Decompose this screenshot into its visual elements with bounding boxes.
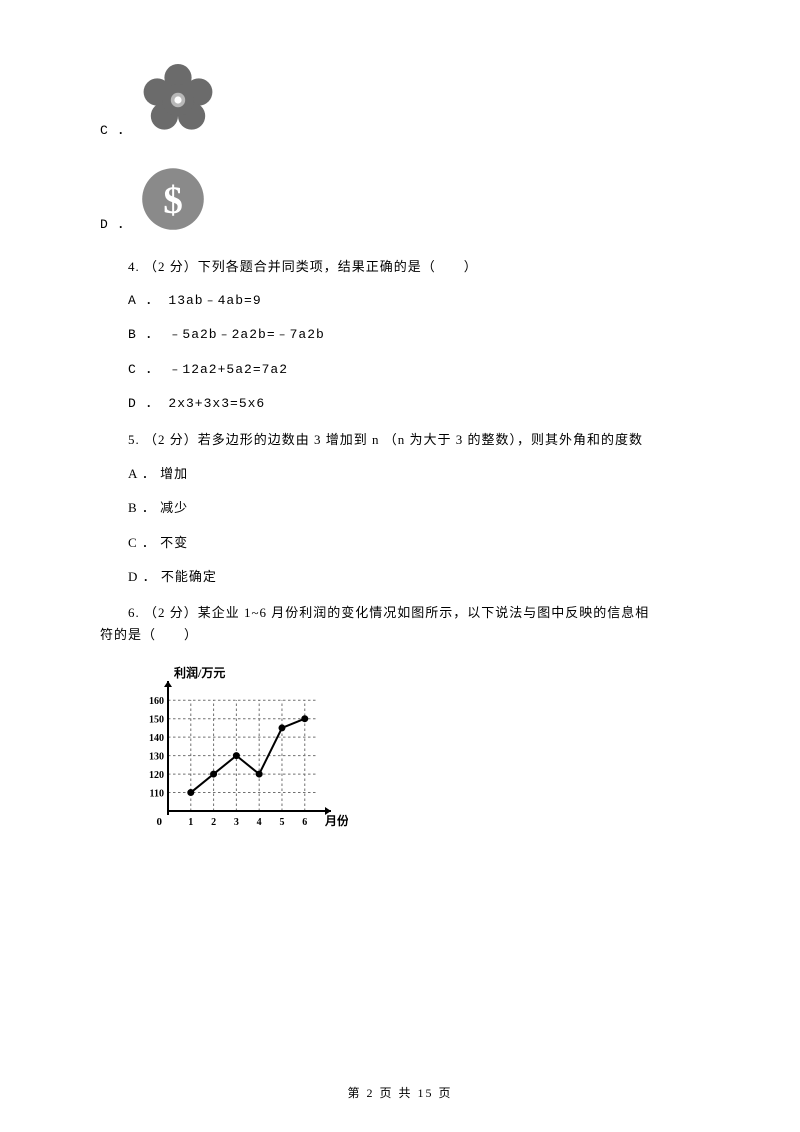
- svg-text:160: 160: [149, 696, 164, 707]
- q5-d: D ． 不能确定: [100, 568, 700, 586]
- dollar-icon: $: [138, 164, 208, 234]
- page-footer: 第 2 页 共 15 页: [0, 1085, 800, 1102]
- svg-text:140: 140: [149, 733, 164, 744]
- q4-a: A ． 13ab﹣4ab=9: [100, 292, 700, 310]
- svg-text:6: 6: [302, 817, 307, 828]
- q4-c: C ． ﹣12a2+5a2=7a2: [100, 361, 700, 379]
- q6-line2: 符的是（ ）: [100, 626, 700, 644]
- svg-text:130: 130: [149, 752, 164, 763]
- q5-text: 5. （2 分）若多边形的边数由 3 增加到 n （n 为大于 3 的整数），则…: [100, 431, 700, 449]
- option-c-row: C ．: [100, 60, 700, 140]
- q6-line1: 6. （2 分）某企业 1~6 月份利润的变化情况如图所示，以下说法与图中反映的…: [100, 604, 700, 622]
- option-c-label: C ．: [100, 122, 132, 140]
- q5-a: A ． 增加: [100, 465, 700, 483]
- q5-b: B ． 减少: [100, 499, 700, 517]
- svg-text:3: 3: [234, 817, 239, 828]
- svg-text:2: 2: [211, 817, 216, 828]
- page-container: C ． D ． $: [0, 0, 800, 1132]
- option-d-label: D ．: [100, 216, 132, 234]
- profit-chart: 110 120 130 140 150 160 1 2 3 4 5 6 0 利润/万元月份: [128, 666, 348, 836]
- svg-text:5: 5: [279, 817, 284, 828]
- svg-text:月份: 月份: [324, 813, 348, 828]
- svg-text:利润/万元: 利润/万元: [174, 666, 225, 680]
- option-d-row: D ． $: [100, 164, 700, 234]
- svg-text:4: 4: [257, 817, 262, 828]
- svg-text:$: $: [163, 179, 183, 222]
- svg-text:1: 1: [188, 817, 193, 828]
- svg-text:0: 0: [157, 816, 163, 828]
- q4-text: 4. （2 分）下列各题合并同类项，结果正确的是（ ）: [100, 258, 700, 276]
- svg-text:150: 150: [149, 715, 164, 726]
- svg-text:110: 110: [150, 789, 164, 800]
- svg-text:120: 120: [149, 770, 164, 781]
- flower-icon: [138, 60, 218, 140]
- q4-d: D ． 2x3+3x3=5x6: [100, 395, 700, 413]
- q5-c: C ． 不变: [100, 534, 700, 552]
- q4-b: B ． ﹣5a2b﹣2a2b=﹣7a2b: [100, 326, 700, 344]
